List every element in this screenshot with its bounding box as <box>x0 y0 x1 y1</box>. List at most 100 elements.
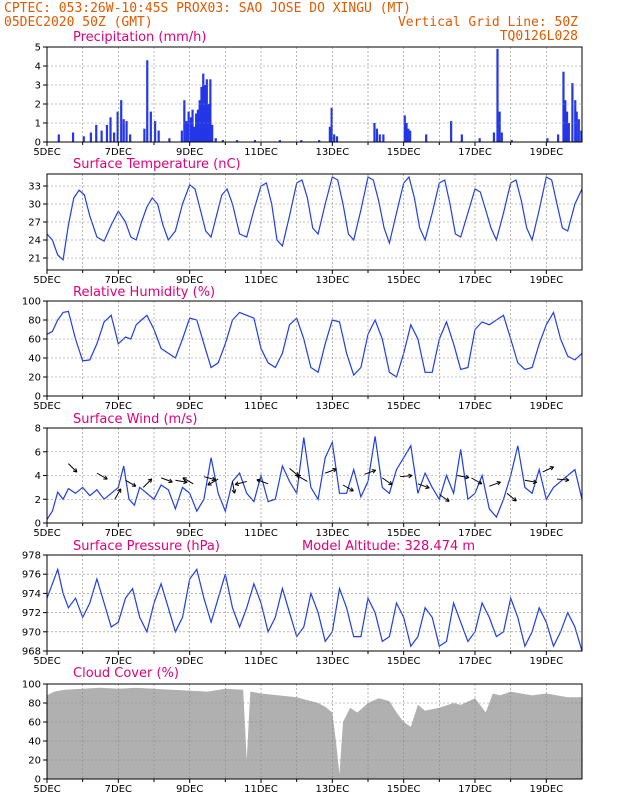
wind-title: Surface Wind (m/s) <box>73 412 197 427</box>
x-tick-label: 19DEC <box>529 401 563 412</box>
precip-bar <box>382 134 385 142</box>
wind-arrow-head <box>235 484 240 486</box>
wind-arrow-shaft <box>381 477 393 486</box>
y-tick-label: 40 <box>28 737 41 748</box>
y-tick-label: 60 <box>28 335 41 346</box>
precip-bar <box>149 111 152 142</box>
precip-bar <box>496 48 499 142</box>
wind-arrow-head <box>169 478 173 483</box>
x-tick-label: 7DEC <box>105 656 132 667</box>
rh-title: Relative Humidity (%) <box>73 285 215 300</box>
cloud-title: Cloud Cover (%) <box>73 666 179 681</box>
precip-bar <box>193 126 196 142</box>
wind-arrow-head <box>150 478 153 483</box>
precip-bar <box>100 130 103 142</box>
wind-arrow-head <box>372 469 377 474</box>
precip-bar <box>109 117 112 142</box>
precip-bar <box>492 132 496 142</box>
y-tick-label: 970 <box>22 627 41 638</box>
precip-bar <box>89 132 92 142</box>
precip-bar <box>407 128 410 142</box>
y-tick-label: 100 <box>22 680 41 691</box>
wind-arrow-head <box>117 488 122 492</box>
panel-temp: 21 24 27 30 33 5DEC 7DEC 9DEC 11DEC 13DEC 15DEC 17D… <box>28 157 583 286</box>
header-datetime: 05DEC2020 50Z (GMT) <box>4 15 153 30</box>
precip-bar <box>409 130 412 142</box>
cloud-cover-area <box>47 687 582 779</box>
y-tick-label: 2 <box>35 495 41 506</box>
x-tick-label: 17DEC <box>458 275 492 286</box>
wind-arrow-shaft <box>114 488 122 500</box>
precip-bar <box>318 140 321 142</box>
precip-bar <box>450 121 453 142</box>
precip-bar <box>300 140 303 142</box>
header-model-id: TQ0126L028 <box>500 29 578 44</box>
wind-arrow-shaft <box>207 478 219 486</box>
panel-wind: 0 2 4 6 8 5DEC 7DEC 9DEC 11DEC 13DEC 15DEC 17DEC 19D… <box>33 412 583 539</box>
precip-bar <box>191 109 194 142</box>
precip-bar <box>189 117 192 142</box>
wind-arrow-head <box>147 478 152 481</box>
wind-arrow-head <box>496 480 501 483</box>
wind-arrow-shaft <box>125 479 137 487</box>
precip-bar <box>571 83 574 142</box>
pres-series-line <box>46 567 583 652</box>
precip-bar <box>405 123 408 142</box>
precip-bar <box>71 132 75 142</box>
precip-bar <box>567 123 570 142</box>
precip-bar <box>335 136 339 142</box>
wind-arrow-head <box>389 480 393 485</box>
precip-bar <box>500 132 503 142</box>
x-tick-label: 7DEC <box>105 147 132 158</box>
y-tick-label: 21 <box>28 254 41 265</box>
wind-arrow-head <box>207 481 211 486</box>
x-tick-label: 13DEC <box>315 784 349 795</box>
x-tick-label: 15DEC <box>387 275 421 286</box>
y-tick-label: 30 <box>28 200 41 211</box>
precip-bar <box>57 134 60 142</box>
wind-arrow-head <box>256 479 260 484</box>
y-tick-label: 968 <box>22 647 41 658</box>
wind-arrow-shaft <box>364 469 376 475</box>
precip-bar <box>498 111 501 142</box>
wind-arrow-shaft <box>400 475 413 478</box>
x-tick-label: 17DEC <box>458 147 492 158</box>
y-tick-label: 20 <box>28 373 41 384</box>
wind-arrow-head <box>182 477 186 482</box>
precip-bar <box>510 140 513 142</box>
wind-arrow-shaft <box>142 478 153 488</box>
precip-bar <box>95 124 98 142</box>
precip-bar <box>112 132 116 142</box>
precip-bar <box>122 119 125 142</box>
precip-bar <box>403 115 406 142</box>
wind-arrow-shaft <box>457 475 470 479</box>
x-tick-label: 13DEC <box>315 656 349 667</box>
wind-arrow-shaft <box>417 483 430 489</box>
precip-bar <box>278 140 282 142</box>
wind-arrow-shaft <box>542 466 554 473</box>
panel-frame <box>46 46 583 143</box>
precip-bar <box>253 140 257 142</box>
y-tick-label: 4 <box>35 62 41 73</box>
x-tick-label: 17DEC <box>458 528 492 539</box>
precip-bar <box>196 109 199 142</box>
precip-bar <box>203 85 207 142</box>
x-tick-label: 13DEC <box>315 401 349 412</box>
x-tick-label: 15DEC <box>387 528 421 539</box>
y-tick-label: 100 <box>22 297 41 308</box>
precip-bar <box>378 134 381 142</box>
wind-arrow-head <box>371 469 376 471</box>
x-tick-label: 17DEC <box>458 656 492 667</box>
wind-arrow-shaft <box>235 480 247 486</box>
wind-arrow-head <box>532 481 537 485</box>
wind-arrow-shaft <box>182 477 194 485</box>
precip-bar <box>574 100 577 142</box>
precip-bar <box>557 134 560 142</box>
x-tick-label: 5DEC <box>33 147 60 158</box>
wind-arrow-shaft <box>506 492 517 502</box>
precip-bar <box>565 111 569 142</box>
precip-bar <box>546 138 549 142</box>
precip-bar <box>214 138 217 142</box>
wind-arrow-head <box>234 481 239 485</box>
